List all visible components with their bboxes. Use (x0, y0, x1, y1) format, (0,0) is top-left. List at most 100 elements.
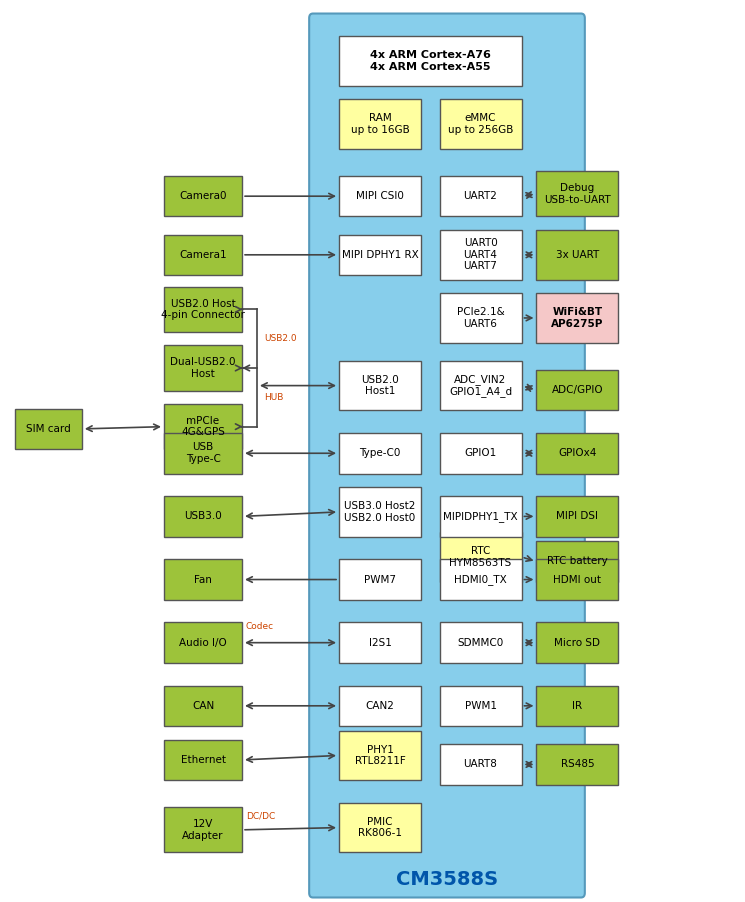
FancyBboxPatch shape (15, 409, 82, 449)
Text: USB2.0: USB2.0 (264, 335, 297, 343)
Text: SDMMC0: SDMMC0 (457, 638, 504, 648)
FancyBboxPatch shape (339, 433, 421, 474)
Text: ADC/GPIO: ADC/GPIO (551, 385, 603, 395)
Text: USB2.0
Host1: USB2.0 Host1 (361, 375, 399, 396)
Text: USB3.0: USB3.0 (184, 511, 222, 521)
FancyBboxPatch shape (164, 345, 242, 391)
FancyBboxPatch shape (440, 230, 522, 280)
Text: PWM7: PWM7 (364, 575, 396, 584)
FancyBboxPatch shape (440, 99, 522, 149)
FancyBboxPatch shape (440, 622, 522, 663)
FancyBboxPatch shape (536, 744, 618, 785)
Text: USB2.0 Host
4-pin Connector: USB2.0 Host 4-pin Connector (161, 299, 245, 320)
Text: CAN: CAN (192, 701, 214, 711)
FancyBboxPatch shape (440, 559, 522, 600)
FancyBboxPatch shape (440, 744, 522, 785)
Text: 4x ARM Cortex-A76
4x ARM Cortex-A55: 4x ARM Cortex-A76 4x ARM Cortex-A55 (370, 51, 491, 71)
Text: HDMI0_TX: HDMI0_TX (454, 574, 507, 585)
FancyBboxPatch shape (339, 559, 421, 600)
Text: MIPI CSI0: MIPI CSI0 (356, 191, 404, 201)
Text: PCIe2.1&
UART6: PCIe2.1& UART6 (457, 308, 504, 328)
Text: Type-C0: Type-C0 (359, 448, 401, 458)
Text: RAM
up to 16GB: RAM up to 16GB (351, 114, 409, 134)
FancyBboxPatch shape (309, 14, 585, 897)
FancyBboxPatch shape (440, 293, 522, 343)
FancyBboxPatch shape (339, 622, 421, 663)
FancyBboxPatch shape (440, 176, 522, 216)
FancyBboxPatch shape (440, 433, 522, 474)
FancyBboxPatch shape (164, 176, 242, 216)
FancyBboxPatch shape (339, 487, 421, 537)
Text: UART0
UART4
UART7: UART0 UART4 UART7 (463, 238, 498, 272)
FancyBboxPatch shape (164, 496, 242, 537)
FancyBboxPatch shape (536, 541, 618, 582)
Text: RTC
HYM8563TS: RTC HYM8563TS (449, 547, 512, 567)
FancyBboxPatch shape (164, 404, 242, 449)
Text: MIPI DSI: MIPI DSI (557, 511, 598, 521)
Text: I2S1: I2S1 (369, 638, 391, 648)
Text: Micro SD: Micro SD (554, 638, 600, 648)
Text: UART2: UART2 (463, 191, 498, 201)
FancyBboxPatch shape (164, 686, 242, 726)
Text: PMIC
RK806-1: PMIC RK806-1 (358, 817, 402, 838)
FancyBboxPatch shape (339, 361, 421, 410)
FancyBboxPatch shape (339, 235, 421, 275)
FancyBboxPatch shape (440, 686, 522, 726)
FancyBboxPatch shape (536, 496, 618, 537)
Text: CAN2: CAN2 (366, 701, 394, 711)
FancyBboxPatch shape (339, 803, 421, 852)
Text: PHY1
RTL8211F: PHY1 RTL8211F (355, 745, 405, 766)
FancyBboxPatch shape (339, 731, 421, 780)
Text: IR: IR (572, 701, 583, 711)
Text: Debug
USB-to-UART: Debug USB-to-UART (544, 183, 611, 205)
Text: Codec: Codec (246, 622, 274, 630)
Text: HUB: HUB (264, 393, 284, 401)
Text: CM3588S: CM3588S (396, 870, 498, 889)
FancyBboxPatch shape (339, 99, 421, 149)
FancyBboxPatch shape (164, 433, 242, 474)
FancyBboxPatch shape (440, 496, 522, 537)
FancyBboxPatch shape (164, 235, 242, 275)
FancyBboxPatch shape (440, 361, 522, 410)
Text: Camera1: Camera1 (180, 250, 226, 260)
FancyBboxPatch shape (164, 559, 242, 600)
FancyBboxPatch shape (536, 686, 618, 726)
FancyBboxPatch shape (536, 370, 618, 410)
Text: PWM1: PWM1 (465, 701, 496, 711)
Text: Dual-USB2.0
Host: Dual-USB2.0 Host (171, 357, 235, 379)
Text: RTC battery: RTC battery (547, 557, 608, 566)
Text: USB
Type-C: USB Type-C (186, 443, 221, 464)
FancyBboxPatch shape (536, 171, 618, 216)
Text: eMMC
up to 256GB: eMMC up to 256GB (448, 114, 513, 134)
FancyBboxPatch shape (536, 293, 618, 343)
Text: UART8: UART8 (463, 759, 498, 769)
Text: Camera0: Camera0 (180, 191, 226, 201)
Text: GPIOx4: GPIOx4 (558, 448, 597, 458)
Text: 12V
Adapter: 12V Adapter (183, 819, 224, 841)
FancyBboxPatch shape (536, 559, 618, 600)
Text: HDMI out: HDMI out (554, 575, 601, 584)
FancyBboxPatch shape (339, 176, 421, 216)
Text: GPIO1: GPIO1 (464, 448, 497, 458)
Text: WiFi&BT
AP6275P: WiFi&BT AP6275P (551, 308, 603, 328)
FancyBboxPatch shape (536, 230, 618, 280)
Text: 3x UART: 3x UART (556, 250, 599, 260)
FancyBboxPatch shape (164, 807, 242, 852)
FancyBboxPatch shape (536, 622, 618, 663)
Text: MIPI DPHY1 RX: MIPI DPHY1 RX (341, 250, 419, 260)
FancyBboxPatch shape (339, 686, 421, 726)
Text: SIM card: SIM card (26, 424, 71, 434)
Text: RS485: RS485 (560, 759, 595, 769)
Text: MIPIDPHY1_TX: MIPIDPHY1_TX (443, 511, 518, 522)
Text: Audio I/O: Audio I/O (179, 638, 227, 648)
Text: Fan: Fan (194, 575, 212, 584)
FancyBboxPatch shape (440, 532, 522, 582)
Text: USB3.0 Host2
USB2.0 Host0: USB3.0 Host2 USB2.0 Host0 (344, 502, 416, 522)
FancyBboxPatch shape (164, 287, 242, 332)
Text: mPCIe
4G&GPS: mPCIe 4G&GPS (181, 416, 225, 437)
FancyBboxPatch shape (339, 36, 522, 86)
Text: Ethernet: Ethernet (180, 755, 226, 765)
Text: DC/DC: DC/DC (246, 812, 275, 821)
Text: ADC_VIN2
GPIO1_A4_d: ADC_VIN2 GPIO1_A4_d (449, 374, 512, 397)
FancyBboxPatch shape (164, 740, 242, 780)
